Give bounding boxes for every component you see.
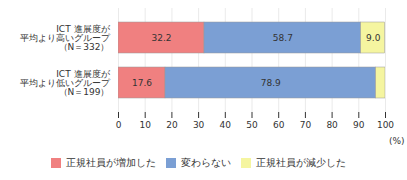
html-text:正規社員が減少した: 正規社員が減少した [256, 156, 346, 168]
svg-text:10: 10 [139, 120, 151, 130]
svg-text:80: 80 [326, 120, 338, 130]
svg-text:0: 0 [116, 120, 122, 130]
svg-text:9.0: 9.0 [366, 33, 381, 43]
svg-text:100: 100 [377, 120, 394, 130]
svg-text:ICT 進展度が平均より低いグループ（N＝199）: ICT 進展度が平均より低いグループ（N＝199） [20, 69, 111, 97]
html-text:変わらない: 変わらない [181, 156, 231, 168]
html-text:正規社員が増加した: 正規社員が増加した [66, 156, 156, 168]
svg-text:60: 60 [273, 120, 285, 130]
svg-text:78.9: 78.9 [261, 78, 281, 88]
svg-text:32.2: 32.2 [151, 33, 171, 43]
svg-text:40: 40 [220, 120, 232, 130]
svg-text:ICT 進展度が平均より高いグループ（N＝332）: ICT 進展度が平均より高いグループ（N＝332） [20, 24, 111, 52]
svg-text:50: 50 [246, 120, 258, 130]
svg-text:17.6: 17.6 [132, 78, 152, 88]
svg-text:70: 70 [300, 120, 312, 130]
svg-text:20: 20 [166, 120, 178, 130]
svg-text:58.7: 58.7 [273, 33, 293, 43]
svg-text:30: 30 [193, 120, 205, 130]
svg-text:(%): (%) [389, 136, 405, 146]
svg-text:90: 90 [353, 120, 365, 130]
